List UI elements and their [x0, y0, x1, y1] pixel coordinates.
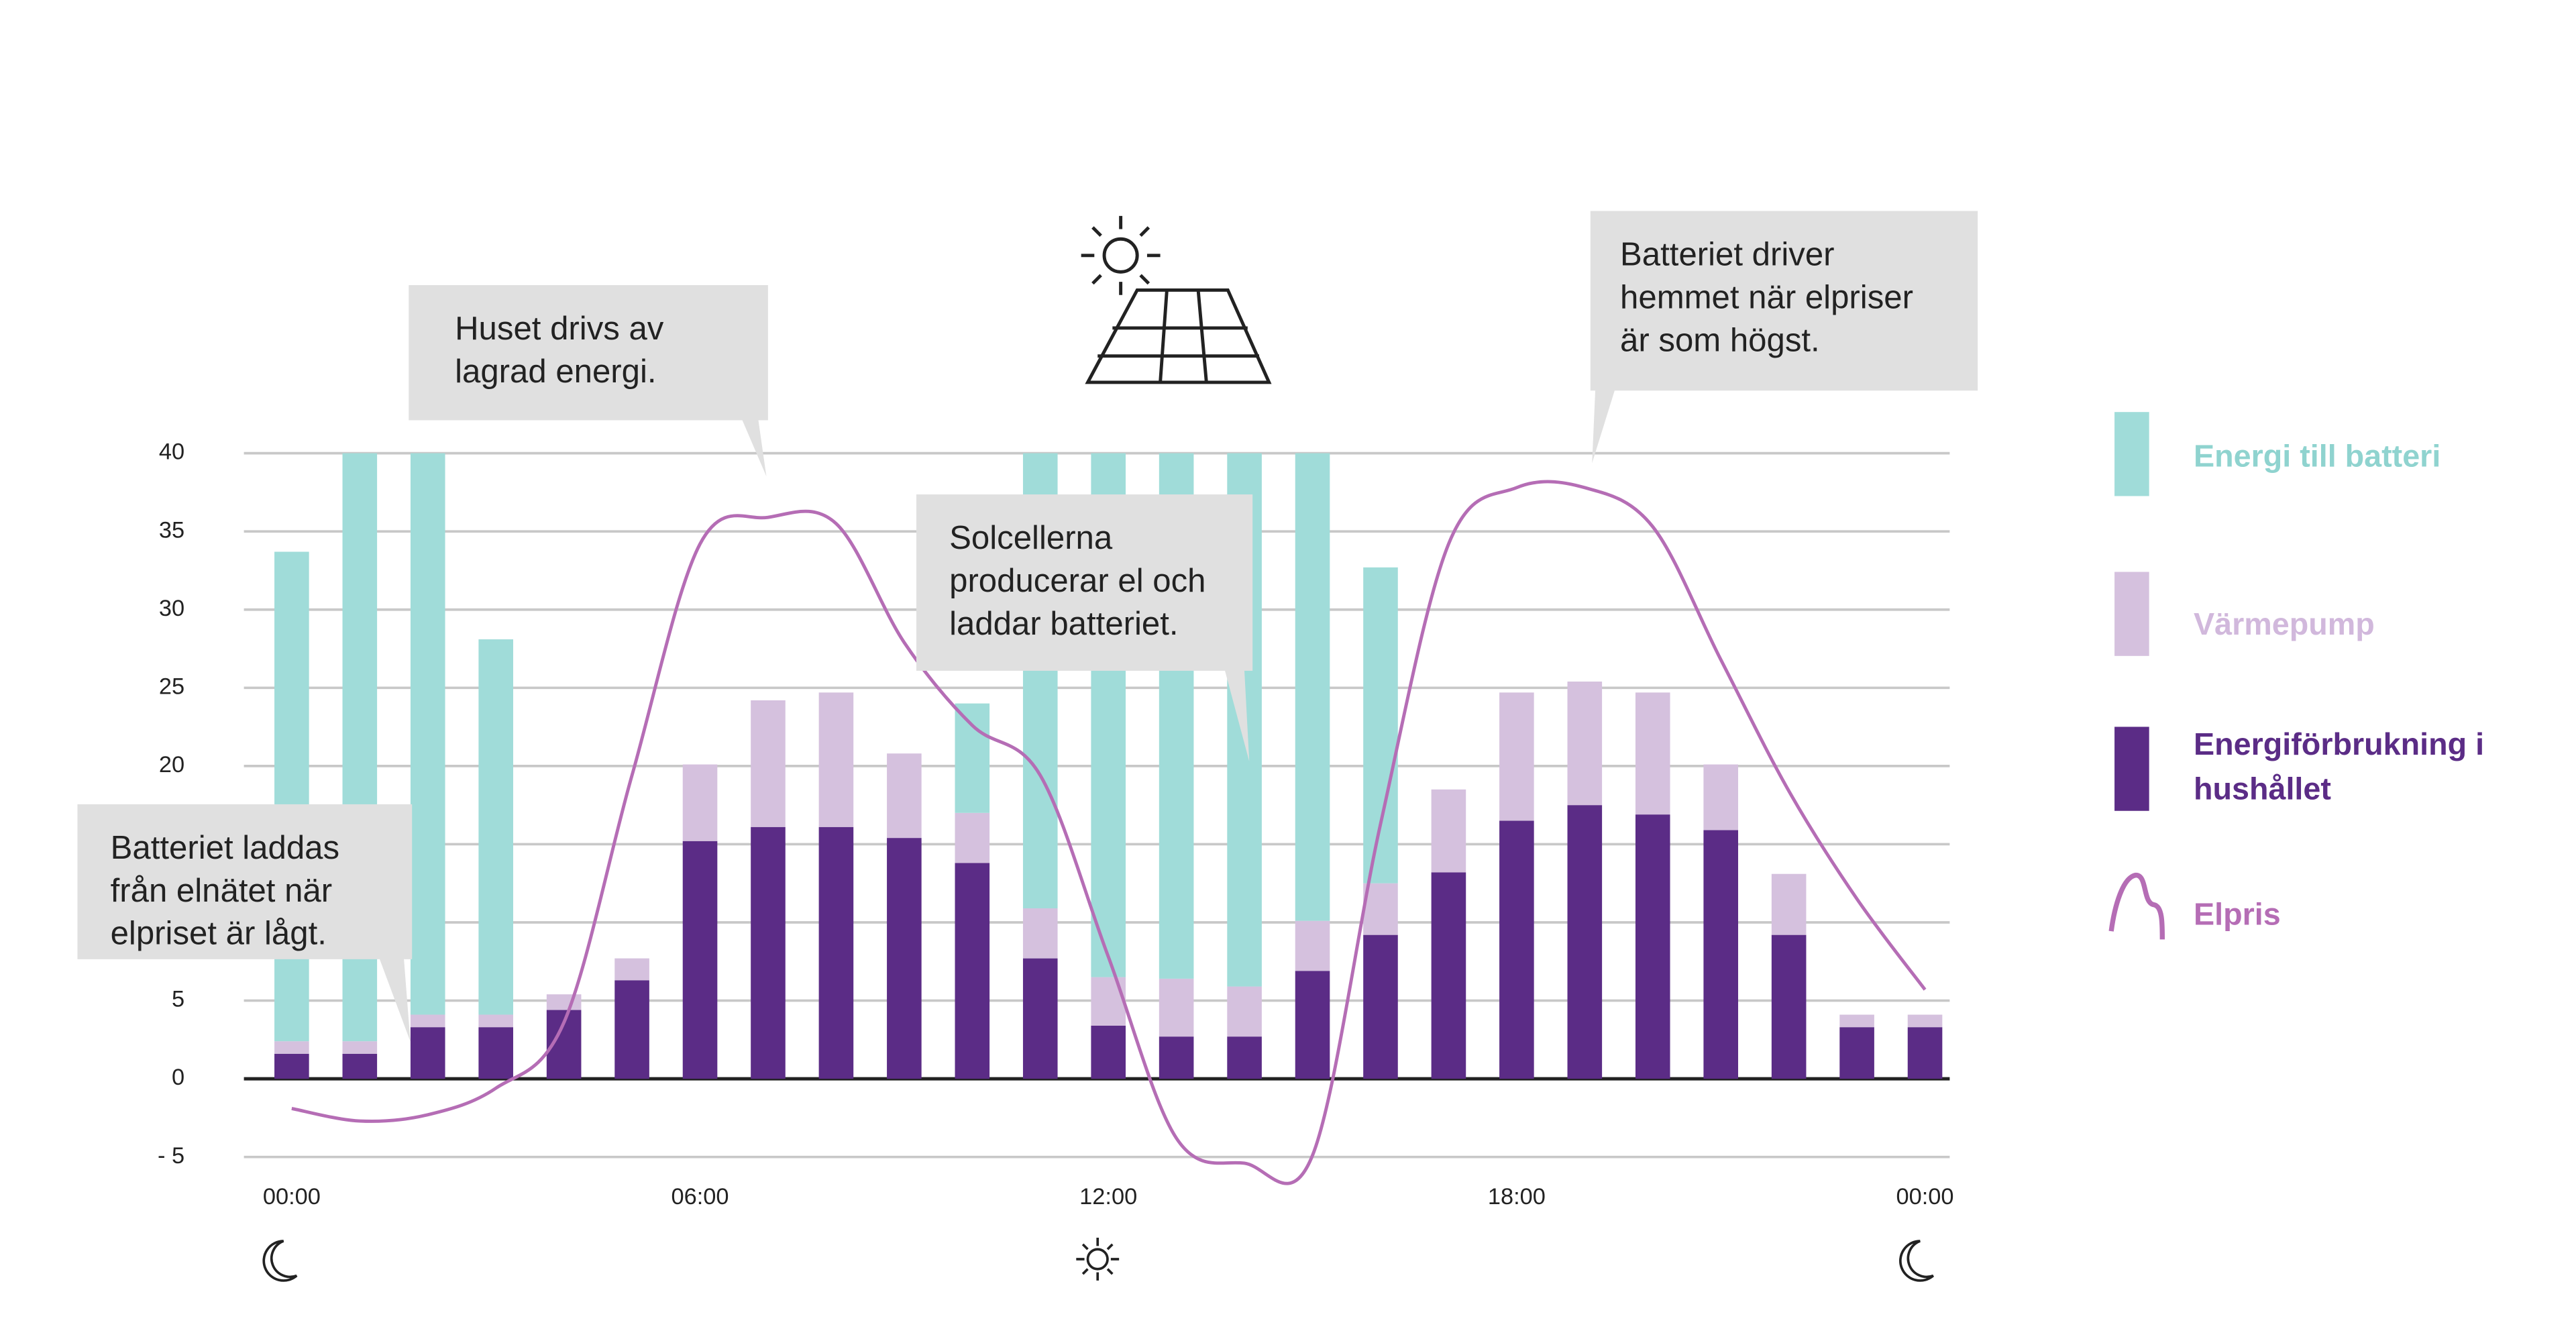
- bar-segment: [274, 551, 309, 1042]
- bar-segment: [887, 838, 922, 1079]
- bar-segment: [1159, 978, 1194, 1037]
- bar-segment: [1363, 934, 1398, 1079]
- bar-segment: [1091, 977, 1126, 1026]
- bar-segment: [1022, 908, 1058, 959]
- y-tick-label: 25: [159, 674, 184, 699]
- bar-segment: [478, 1014, 513, 1028]
- callout-tails: [379, 388, 1615, 1042]
- y-tick-label: 20: [159, 752, 184, 777]
- bar-segment: [818, 826, 854, 1079]
- bar-segment: [1295, 971, 1330, 1079]
- bar-segment: [1839, 1014, 1874, 1028]
- bar-segment: [614, 980, 649, 1079]
- x-tick-label: 00:00: [263, 1184, 321, 1210]
- bar-segment: [410, 453, 445, 1015]
- bar-segment: [478, 639, 513, 1015]
- bar-segment: [1839, 1027, 1874, 1079]
- bar-segment: [1703, 764, 1739, 830]
- bar-segment: [751, 826, 786, 1079]
- bar-segment: [1635, 692, 1670, 815]
- bar-segment: [1227, 986, 1262, 1037]
- x-tick-label: 00:00: [1896, 1184, 1954, 1210]
- y-tick-label: 35: [159, 517, 184, 543]
- y-tick-label: 5: [172, 987, 184, 1012]
- bar-segment: [410, 1027, 445, 1079]
- moon-icon: [262, 1240, 1935, 1282]
- y-tick-label: 0: [172, 1065, 184, 1090]
- bar-segment: [410, 1014, 445, 1028]
- bar-segment: [1635, 814, 1670, 1079]
- y-tick-label: 30: [159, 596, 184, 621]
- x-tick-label: 18:00: [1488, 1184, 1546, 1210]
- bar-segment: [887, 753, 922, 839]
- bar-segment: [546, 994, 582, 1010]
- y-tick-label: - 5: [158, 1143, 184, 1169]
- bar-segment: [274, 1053, 309, 1079]
- bar-segment: [1907, 1027, 1943, 1079]
- bar-segment: [1295, 920, 1330, 971]
- bar-segment: [1703, 830, 1739, 1079]
- bar-segment: [614, 958, 649, 981]
- price-line: [291, 480, 1927, 1185]
- bar-segment: [1227, 1036, 1262, 1079]
- bar-segment: [1771, 873, 1807, 935]
- bar-segment: [1771, 934, 1807, 1079]
- bar-segment: [1295, 453, 1330, 921]
- bar-segment: [751, 700, 786, 827]
- bar-segment: [682, 764, 718, 841]
- bar-segment: [955, 812, 990, 863]
- legend-label: Energi till batteri: [2194, 439, 2441, 474]
- callout: Huset drivs av lagrad energi.: [409, 285, 768, 421]
- x-tick-label: 06:00: [672, 1184, 729, 1210]
- callout: Batteriet driver hemmet när elpriser är …: [1590, 211, 1978, 391]
- bar-segment: [342, 1053, 378, 1079]
- callout: Batteriet laddas från elnätet när elpris…: [77, 804, 413, 959]
- legend-label: Energiförbrukning i hushållet: [2194, 728, 2485, 808]
- bar-segment: [342, 1041, 378, 1054]
- y-tick-label: 40: [159, 439, 184, 465]
- bar-segment: [1907, 1014, 1943, 1028]
- bar-segment: [1363, 883, 1398, 935]
- bar-segment: [478, 1027, 513, 1079]
- bar-segment: [1499, 692, 1534, 821]
- bar-segment: [1159, 1036, 1194, 1079]
- bar-segment: [1022, 958, 1058, 1079]
- bar-segment: [682, 841, 718, 1079]
- bar-segment: [955, 863, 990, 1079]
- legend-swatch: [2114, 412, 2149, 496]
- bar-segment: [1499, 820, 1534, 1079]
- callout: Solcellerna producerar el och laddar bat…: [916, 494, 1253, 671]
- bar-segment: [274, 1041, 309, 1054]
- bar-segment: [1431, 789, 1466, 873]
- legend-label: Värmepump: [2194, 607, 2375, 642]
- bar-segment: [1431, 872, 1466, 1079]
- legend-swatch: [2108, 872, 2165, 940]
- bar-segment: [1091, 1025, 1126, 1079]
- bar-segment: [818, 692, 854, 827]
- bar-segment: [955, 703, 990, 813]
- legend-swatch: [2114, 572, 2149, 656]
- bar-segment: [1363, 567, 1398, 883]
- bar-segment: [1567, 681, 1603, 806]
- sun-icon: [1076, 1238, 1120, 1281]
- x-tick-label: 12:00: [1079, 1184, 1137, 1210]
- solar-icon: [1081, 215, 1272, 384]
- bar-segment: [1567, 805, 1603, 1079]
- legend-label: Elpris: [2194, 897, 2281, 932]
- legend-swatch: [2114, 727, 2149, 811]
